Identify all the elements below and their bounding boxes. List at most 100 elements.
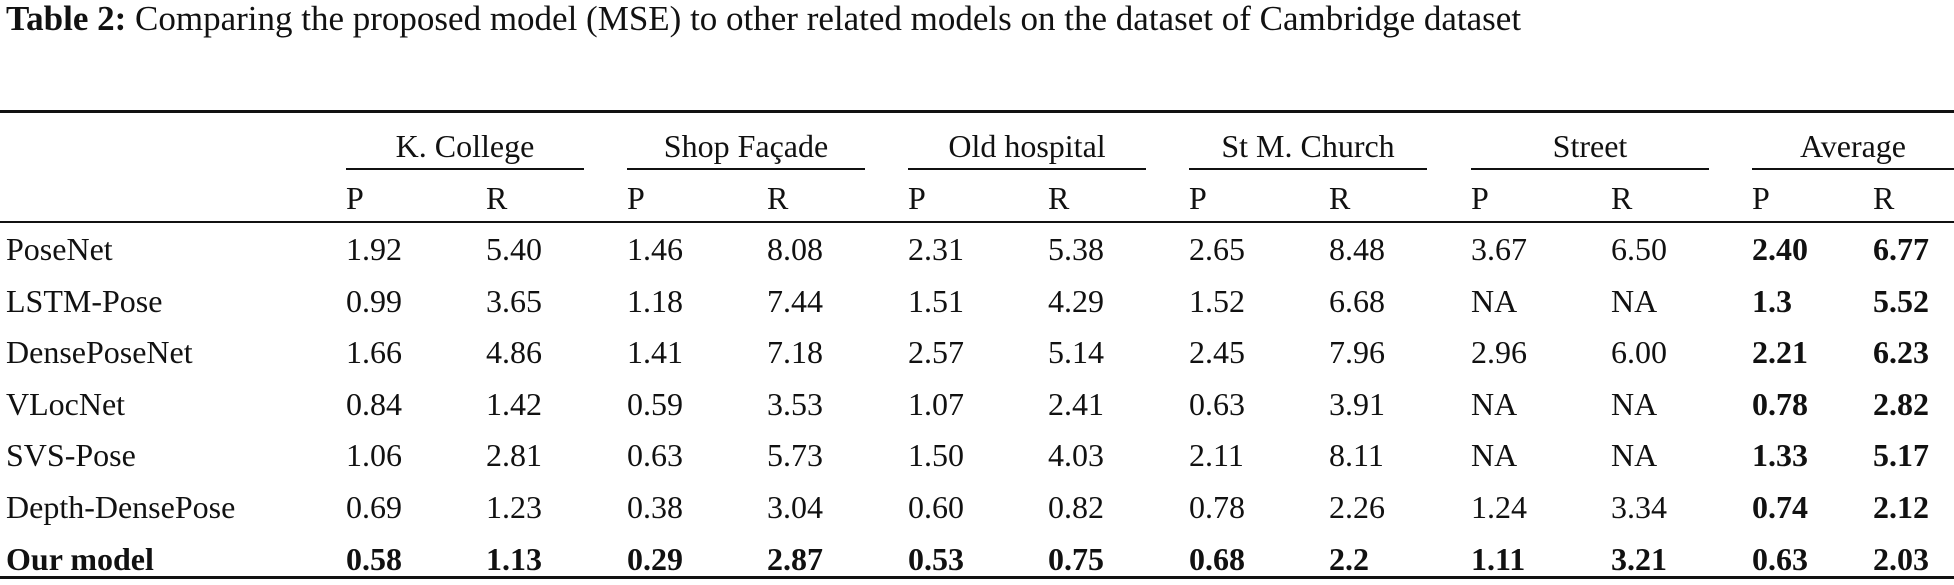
table-cell: 6.68 bbox=[1329, 282, 1385, 319]
row-name: SVS-Pose bbox=[6, 437, 136, 474]
table-cell: 0.78 bbox=[1752, 385, 1808, 422]
table-cell: 3.04 bbox=[767, 489, 823, 525]
subcolumn-header-p: P bbox=[627, 180, 645, 216]
table-cell: 6.50 bbox=[1611, 231, 1667, 267]
subcolumn-header-r: R bbox=[1329, 180, 1351, 216]
table-cell: 1.41 bbox=[627, 334, 683, 371]
table-cell: NA bbox=[1471, 282, 1518, 319]
subcolumn-header-p: P bbox=[346, 180, 364, 216]
subcolumn-header-p: P bbox=[1752, 180, 1770, 216]
table-cell: 2.87 bbox=[767, 540, 823, 577]
group-header-k-college: K. College bbox=[346, 124, 584, 170]
subcolumn-header-p: P bbox=[1189, 180, 1207, 216]
table-cell: 5.40 bbox=[486, 231, 542, 267]
subcolumn-header-r: R bbox=[486, 180, 508, 216]
table-cell: 0.84 bbox=[346, 385, 402, 422]
table-cell: 1.92 bbox=[346, 231, 402, 267]
table-cell: 0.68 bbox=[1189, 540, 1245, 577]
table-cell: 2.57 bbox=[908, 334, 964, 371]
table-cell: 6.77 bbox=[1873, 231, 1929, 267]
table-row: SVS-Pose 1.06 2.81 0.63 5.73 1.50 4.03 2.11 8.11… bbox=[0, 429, 1954, 481]
table-cell: 1.3 bbox=[1752, 282, 1792, 319]
table-cell: 3.53 bbox=[767, 385, 823, 422]
row-name: Our model bbox=[6, 540, 154, 577]
table-cell: 4.86 bbox=[486, 334, 542, 371]
subcolumn-header-p: P bbox=[908, 180, 926, 216]
table-cell: 0.75 bbox=[1048, 540, 1104, 577]
table-cell: 7.18 bbox=[767, 334, 823, 371]
table-cell: 0.82 bbox=[1048, 489, 1104, 525]
group-header-st-m-church: St M. Church bbox=[1189, 124, 1427, 170]
table-cell: 1.50 bbox=[908, 437, 964, 474]
subcolumn-header-r: R bbox=[1611, 180, 1633, 216]
table-cell: 7.96 bbox=[1329, 334, 1385, 371]
table-row: LSTM-Pose 0.99 3.65 1.18 7.44 1.51 4.29 1.52 6.6… bbox=[0, 275, 1954, 327]
table-cell: 5.52 bbox=[1873, 282, 1929, 319]
table-cell: 2.40 bbox=[1752, 231, 1808, 267]
table-cell: 2.81 bbox=[486, 437, 542, 474]
table-cell: 2.45 bbox=[1189, 334, 1245, 371]
row-name: Depth-DensePose bbox=[6, 489, 236, 525]
table-cell: 8.11 bbox=[1329, 437, 1384, 474]
table-cell: 1.13 bbox=[486, 540, 542, 577]
table-cell: 0.63 bbox=[627, 437, 683, 474]
table-cell: 2.12 bbox=[1873, 489, 1929, 525]
table-cell: 1.11 bbox=[1471, 540, 1526, 577]
subcolumn-header-r: R bbox=[1873, 180, 1895, 216]
row-name: PoseNet bbox=[6, 231, 113, 267]
row-name: VLocNet bbox=[6, 385, 126, 422]
group-header-street: Street bbox=[1471, 124, 1709, 170]
table-cell: NA bbox=[1611, 282, 1658, 319]
table-cell: 0.63 bbox=[1752, 540, 1808, 577]
table-cell: 2.65 bbox=[1189, 231, 1245, 267]
table-cell: 0.99 bbox=[346, 282, 402, 319]
table-cell: 0.58 bbox=[346, 540, 402, 577]
table-cell: 2.96 bbox=[1471, 334, 1527, 371]
subcolumn-header-r: R bbox=[1048, 180, 1070, 216]
table-cell: 1.23 bbox=[486, 489, 542, 525]
table-cell: 8.08 bbox=[767, 231, 823, 267]
table-cell: 2.31 bbox=[908, 231, 964, 267]
table-cell: 3.34 bbox=[1611, 489, 1667, 525]
table-cell: 2.11 bbox=[1189, 437, 1244, 474]
table-cell: 2.41 bbox=[1048, 385, 1104, 422]
subcolumn-header-p: P bbox=[1471, 180, 1489, 216]
table-cell: 1.07 bbox=[908, 385, 964, 422]
table-cell: 4.03 bbox=[1048, 437, 1104, 474]
table-cell: 2.21 bbox=[1752, 334, 1808, 371]
subcolumn-header-r: R bbox=[767, 180, 789, 216]
table-cell: 0.53 bbox=[908, 540, 964, 577]
table-cell: 3.91 bbox=[1329, 385, 1385, 422]
header-rule bbox=[0, 221, 1954, 223]
table-cell: 0.60 bbox=[908, 489, 964, 525]
table-cell: 1.66 bbox=[346, 334, 402, 371]
bottom-rule bbox=[0, 576, 1954, 579]
table-cell: 0.59 bbox=[627, 385, 683, 422]
table-row: Depth-DensePose 0.69 1.23 0.38 3.04 0.60 0.82 0… bbox=[0, 481, 1954, 533]
table-cell: 2.82 bbox=[1873, 385, 1929, 422]
table-cell: 0.63 bbox=[1189, 385, 1245, 422]
group-header-shop-facade: Shop Façade bbox=[627, 124, 865, 170]
table-cell: NA bbox=[1471, 437, 1518, 474]
caption-text: Comparing the proposed model (MSE) to ot… bbox=[126, 0, 1522, 38]
table-cell: 0.38 bbox=[627, 489, 683, 525]
table-cell: 3.21 bbox=[1611, 540, 1667, 577]
table-cell: 0.69 bbox=[346, 489, 402, 525]
table-cell: 2.2 bbox=[1329, 540, 1369, 577]
table-row: PoseNet 1.92 5.40 1.46 8.08 2.31 5.38 2.65 8.48 3… bbox=[0, 223, 1954, 275]
top-rule bbox=[0, 110, 1954, 113]
table-caption: Table 2: Comparing the proposed model (M… bbox=[6, 0, 1950, 41]
table-cell: NA bbox=[1611, 385, 1658, 422]
table-cell: 0.29 bbox=[627, 540, 683, 577]
table-cell: 1.51 bbox=[908, 282, 964, 319]
table-cell: 6.00 bbox=[1611, 334, 1667, 371]
table-cell: 3.67 bbox=[1471, 231, 1527, 267]
group-header-average: Average bbox=[1752, 124, 1954, 170]
table-cell: 1.52 bbox=[1189, 282, 1245, 319]
table-cell: 5.38 bbox=[1048, 231, 1104, 267]
table-cell: 1.06 bbox=[346, 437, 402, 474]
table-cell: 5.17 bbox=[1873, 437, 1929, 474]
table-cell: 1.33 bbox=[1752, 437, 1808, 474]
table-cell: 4.29 bbox=[1048, 282, 1104, 319]
row-name: LSTM-Pose bbox=[6, 282, 163, 319]
